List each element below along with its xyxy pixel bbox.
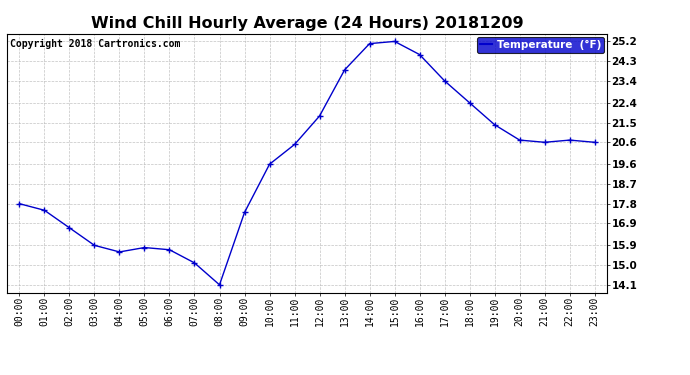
- Text: Copyright 2018 Cartronics.com: Copyright 2018 Cartronics.com: [10, 39, 180, 49]
- Title: Wind Chill Hourly Average (24 Hours) 20181209: Wind Chill Hourly Average (24 Hours) 201…: [91, 16, 523, 31]
- Legend: Temperature  (°F): Temperature (°F): [477, 37, 604, 53]
